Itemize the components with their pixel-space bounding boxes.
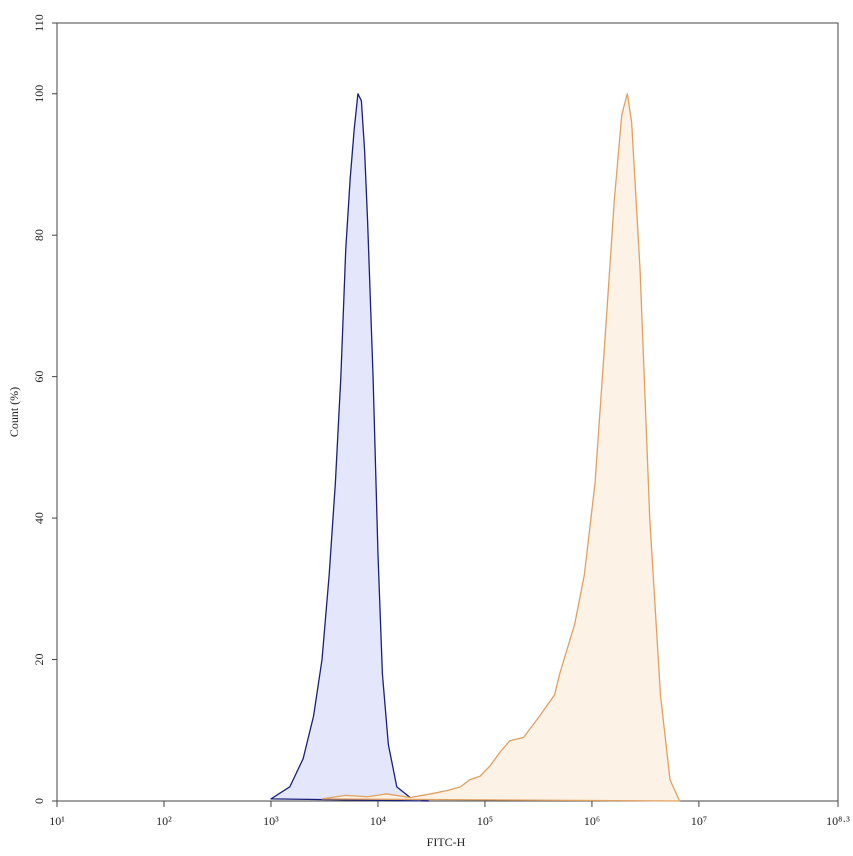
histogram-area bbox=[321, 93, 681, 802]
data-layer bbox=[270, 93, 681, 802]
histogram-area bbox=[270, 93, 430, 802]
x-tick-label: 10³ bbox=[263, 814, 279, 828]
y-tick-label: 80 bbox=[32, 229, 46, 241]
y-tick-label: 40 bbox=[32, 512, 46, 524]
plot-frame bbox=[56, 22, 839, 802]
x-tick-label: 10⁵ bbox=[477, 814, 493, 828]
y-axis-label: Count (%) bbox=[7, 387, 21, 437]
x-tick-label: 10⁴ bbox=[370, 814, 386, 828]
y-tick-label: 20 bbox=[32, 654, 46, 666]
x-tick-label: 10⁷ bbox=[691, 814, 707, 828]
y-tick-label: 100 bbox=[32, 85, 46, 103]
x-axis-label: FITC-H bbox=[427, 835, 466, 849]
x-tick-label: 10² bbox=[156, 814, 172, 828]
x-tick-label: 10¹ bbox=[49, 814, 65, 828]
x-tick-label: 10⁶ bbox=[584, 814, 600, 828]
y-tick-label: 60 bbox=[32, 371, 46, 383]
y-tick-label: 110 bbox=[32, 14, 46, 32]
y-tick-label: 0 bbox=[32, 798, 46, 804]
x-tick-label: 10⁸·³ bbox=[826, 814, 850, 828]
